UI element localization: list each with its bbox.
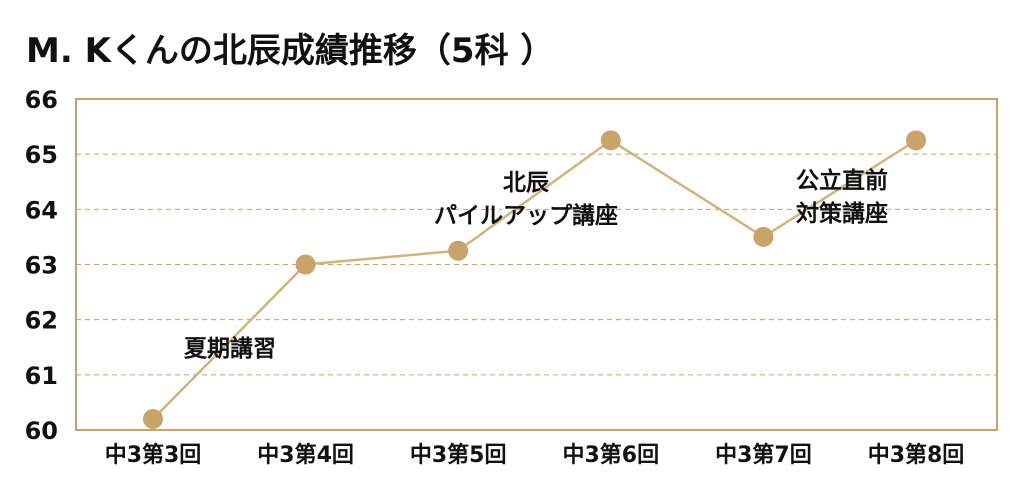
annotation-label: 北辰 xyxy=(503,170,549,196)
y-axis-ticks: 60 61 62 63 64 65 66 xyxy=(25,86,58,445)
x-axis-ticks: 中3第3回 中3第4回 中3第5回 中3第6回 中3第7回 中3第8回 xyxy=(105,442,965,468)
annotation-gap xyxy=(475,170,563,236)
x-tick-label: 中3第6回 xyxy=(562,442,659,468)
data-point xyxy=(295,254,316,275)
y-tick-label: 65 xyxy=(25,141,58,169)
y-tick-label: 60 xyxy=(25,417,58,445)
y-tick-label: 64 xyxy=(25,196,58,224)
annotation-label: 対策講座 xyxy=(796,200,888,227)
x-tick-label: 中3第8回 xyxy=(868,442,965,468)
y-tick-label: 66 xyxy=(25,86,58,114)
data-point xyxy=(143,408,163,429)
x-tick-label: 中3第5回 xyxy=(410,442,507,468)
x-tick-label: 中3第4回 xyxy=(257,442,354,468)
x-tick-label: 中3第7回 xyxy=(715,442,812,468)
y-tick-label: 61 xyxy=(25,362,58,390)
y-tick-label: 63 xyxy=(25,252,58,280)
y-tick-label: 62 xyxy=(25,307,58,335)
annotation-label: パイルアップ講座 xyxy=(434,202,618,229)
data-point xyxy=(906,130,926,151)
annotation-gap xyxy=(200,333,228,365)
grid-lines xyxy=(76,153,997,376)
series-points xyxy=(143,130,926,429)
series-line-path xyxy=(152,138,917,420)
plot-frame xyxy=(75,98,998,431)
data-point xyxy=(600,130,621,151)
data-point xyxy=(448,240,469,261)
annotation-label: 夏期講習 xyxy=(184,335,276,362)
x-tick-label: 中3第3回 xyxy=(105,442,202,468)
series-line xyxy=(152,138,917,420)
data-point xyxy=(753,226,774,247)
chart-title: M. Kくんの北辰成績推移（5科 ） xyxy=(26,31,554,71)
annotation-label: 公立直前 xyxy=(796,167,888,194)
